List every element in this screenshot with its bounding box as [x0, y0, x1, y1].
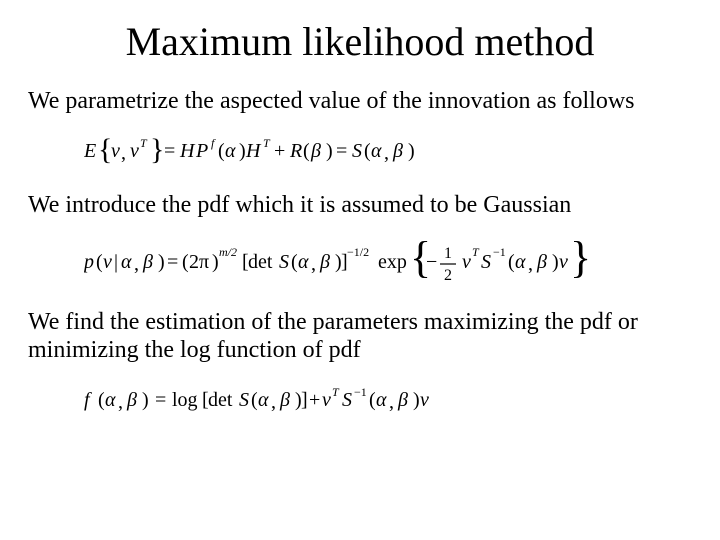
- svg-text:H: H: [179, 140, 196, 162]
- svg-text:): ): [408, 140, 415, 162]
- equation-1: E { v , v T } = H P f ( α ) H T + R ( β …: [84, 129, 692, 173]
- svg-text:}: }: [150, 133, 164, 166]
- svg-text:α: α: [121, 251, 132, 273]
- svg-text:S: S: [279, 251, 289, 273]
- svg-text:,: ,: [121, 142, 126, 164]
- svg-text:S: S: [352, 140, 362, 162]
- svg-text:v: v: [420, 389, 429, 411]
- svg-text:H: H: [245, 140, 262, 162]
- svg-text:T: T: [263, 136, 271, 150]
- svg-text:α: α: [225, 140, 236, 162]
- svg-text:(: (: [508, 251, 515, 273]
- svg-text:T: T: [472, 245, 480, 259]
- svg-text:β: β: [397, 389, 408, 411]
- svg-text:α: α: [105, 389, 116, 411]
- svg-text:}: }: [570, 234, 591, 282]
- svg-text:2: 2: [444, 267, 452, 284]
- svg-text:β: β: [536, 251, 547, 273]
- svg-text:−1: −1: [354, 385, 367, 399]
- svg-text:p: p: [84, 251, 94, 273]
- svg-text:v: v: [130, 140, 139, 162]
- equation-2: p ( v | α , β ) = ( 2π ) m/2 [ det S ( α…: [84, 234, 692, 290]
- svg-text:): ): [212, 251, 219, 273]
- svg-text:(: (: [364, 140, 371, 162]
- svg-text:β: β: [142, 251, 153, 273]
- svg-text:−1/2: −1/2: [347, 245, 369, 259]
- svg-text:m/2: m/2: [219, 245, 237, 259]
- svg-text:=: =: [164, 140, 175, 162]
- svg-text:T: T: [140, 136, 148, 150]
- svg-text:(: (: [218, 140, 225, 162]
- svg-text:]: ]: [301, 389, 308, 411]
- svg-text:(: (: [251, 389, 258, 411]
- svg-text:): ): [239, 140, 246, 162]
- paragraph-3: We find the estimation of the parameters…: [28, 308, 692, 365]
- svg-text:): ): [326, 140, 333, 162]
- svg-text:−1: −1: [493, 245, 506, 259]
- svg-text:(: (: [96, 251, 103, 273]
- svg-text:,: ,: [271, 391, 276, 413]
- svg-text:v: v: [462, 251, 471, 273]
- svg-text:|: |: [114, 251, 118, 273]
- svg-text:S: S: [239, 389, 249, 411]
- svg-text:β: β: [126, 389, 137, 411]
- svg-text:): ): [158, 251, 165, 273]
- svg-text:T: T: [332, 385, 340, 399]
- paragraph-1: We parametrize the aspected value of the…: [28, 87, 692, 115]
- page-title: Maximum likelihood method: [28, 18, 692, 65]
- svg-text:β: β: [319, 251, 330, 273]
- svg-text:=: =: [167, 251, 178, 273]
- svg-text:,: ,: [134, 253, 139, 275]
- svg-text:S: S: [342, 389, 352, 411]
- svg-text:α: α: [515, 251, 526, 273]
- svg-text:β: β: [392, 140, 403, 162]
- svg-text:f: f: [211, 136, 216, 150]
- svg-text:+: +: [274, 140, 285, 162]
- svg-text:(: (: [369, 389, 376, 411]
- svg-text:β: β: [279, 389, 290, 411]
- svg-text:,: ,: [311, 253, 316, 275]
- svg-text:det: det: [208, 389, 233, 411]
- svg-text:=: =: [155, 389, 166, 411]
- svg-text:(: (: [291, 251, 298, 273]
- svg-text:v: v: [111, 140, 120, 162]
- svg-text:P: P: [195, 140, 208, 162]
- svg-text:(: (: [182, 251, 189, 273]
- svg-text:exp: exp: [378, 251, 407, 273]
- svg-text:α: α: [376, 389, 387, 411]
- svg-text:(: (: [303, 140, 310, 162]
- svg-text:−: −: [426, 251, 437, 273]
- equation-3: f ( α , β ) = log [ det S ( α , β ) ] + …: [84, 378, 692, 422]
- svg-text:E: E: [84, 140, 96, 162]
- svg-text:α: α: [371, 140, 382, 162]
- svg-text:): ): [413, 389, 420, 411]
- svg-text:β: β: [310, 140, 321, 162]
- svg-text:,: ,: [389, 391, 394, 413]
- paragraph-2: We introduce the pdf which it is assumed…: [28, 191, 692, 219]
- svg-text:=: =: [336, 140, 347, 162]
- svg-text:1: 1: [444, 245, 452, 262]
- svg-text:,: ,: [528, 253, 533, 275]
- svg-text:v: v: [103, 251, 112, 273]
- svg-text:log: log: [172, 389, 198, 411]
- svg-text:f: f: [84, 389, 92, 411]
- svg-text:det: det: [248, 251, 273, 273]
- svg-text:(: (: [98, 389, 105, 411]
- svg-text:S: S: [481, 251, 491, 273]
- svg-text:+: +: [309, 389, 320, 411]
- svg-text:): ): [552, 251, 559, 273]
- svg-text:α: α: [258, 389, 269, 411]
- svg-text:,: ,: [384, 142, 389, 164]
- svg-text:2π: 2π: [189, 251, 209, 273]
- svg-text:): ): [142, 389, 149, 411]
- svg-text:v: v: [559, 251, 568, 273]
- svg-text:α: α: [298, 251, 309, 273]
- svg-text:,: ,: [118, 391, 123, 413]
- svg-text:v: v: [322, 389, 331, 411]
- svg-text:R: R: [289, 140, 302, 162]
